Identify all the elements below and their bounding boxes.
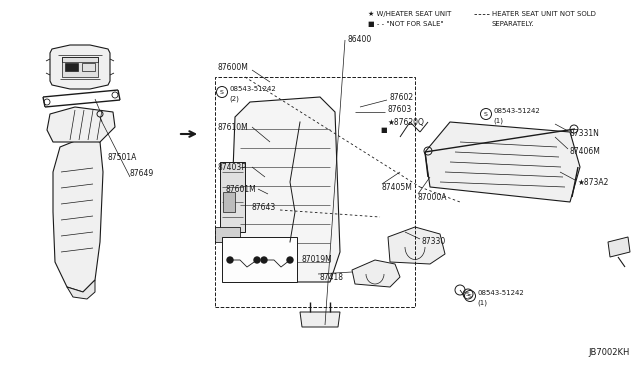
Text: ■ - - "NOT FOR SALE": ■ - - "NOT FOR SALE" xyxy=(368,21,444,27)
Text: (1): (1) xyxy=(493,118,503,124)
Text: ★873A2: ★873A2 xyxy=(578,177,609,186)
Polygon shape xyxy=(67,280,95,299)
Polygon shape xyxy=(352,260,400,287)
Text: 87600M: 87600M xyxy=(217,62,248,71)
Text: ■: ■ xyxy=(380,127,387,133)
Text: 87602: 87602 xyxy=(390,93,414,102)
Text: 87000A: 87000A xyxy=(418,192,447,202)
Text: S: S xyxy=(466,292,470,296)
Text: 87501A: 87501A xyxy=(108,153,138,161)
Text: 87601M: 87601M xyxy=(225,185,256,193)
Polygon shape xyxy=(608,237,630,257)
Text: 87610M: 87610M xyxy=(217,122,248,131)
Polygon shape xyxy=(220,162,245,232)
Polygon shape xyxy=(50,45,110,89)
Text: 87330: 87330 xyxy=(422,237,446,247)
Polygon shape xyxy=(62,57,98,77)
Circle shape xyxy=(227,257,233,263)
Text: 87406M: 87406M xyxy=(570,148,601,157)
Bar xyxy=(215,77,415,307)
Text: 86400: 86400 xyxy=(347,35,371,45)
Text: ★ W/HEATER SEAT UNIT: ★ W/HEATER SEAT UNIT xyxy=(368,11,451,17)
Text: S: S xyxy=(484,112,488,116)
Bar xyxy=(223,192,235,212)
Text: 87331N: 87331N xyxy=(570,129,600,138)
Text: 08543-51242: 08543-51242 xyxy=(477,290,524,296)
Text: 87643: 87643 xyxy=(252,202,276,212)
Text: JB7002KH: JB7002KH xyxy=(589,348,630,357)
Polygon shape xyxy=(47,107,115,142)
Text: 87418: 87418 xyxy=(320,273,344,282)
Text: S: S xyxy=(468,294,472,298)
Polygon shape xyxy=(65,63,78,71)
Text: 08543-51242: 08543-51242 xyxy=(493,108,540,114)
Text: 87603: 87603 xyxy=(387,106,412,115)
Text: S: S xyxy=(220,90,224,94)
Text: 87405M: 87405M xyxy=(382,183,413,192)
Polygon shape xyxy=(300,312,340,327)
Polygon shape xyxy=(388,227,445,264)
Text: 87649: 87649 xyxy=(130,170,154,179)
Text: (1): (1) xyxy=(477,300,487,306)
Circle shape xyxy=(287,257,293,263)
Text: ★87620Q: ★87620Q xyxy=(387,118,424,126)
Text: SEPARATELY.: SEPARATELY. xyxy=(492,21,534,27)
Polygon shape xyxy=(230,97,340,282)
Text: 87403P: 87403P xyxy=(217,163,246,171)
Text: (2): (2) xyxy=(229,96,239,102)
Bar xyxy=(222,237,297,282)
Circle shape xyxy=(261,257,267,263)
Text: 08543-51242: 08543-51242 xyxy=(229,86,276,92)
Polygon shape xyxy=(215,227,240,242)
Text: HEATER SEAT UNIT NOT SOLD: HEATER SEAT UNIT NOT SOLD xyxy=(492,11,596,17)
Text: 87019M: 87019M xyxy=(302,256,333,264)
Circle shape xyxy=(254,257,260,263)
Polygon shape xyxy=(53,137,103,292)
Polygon shape xyxy=(425,122,580,202)
